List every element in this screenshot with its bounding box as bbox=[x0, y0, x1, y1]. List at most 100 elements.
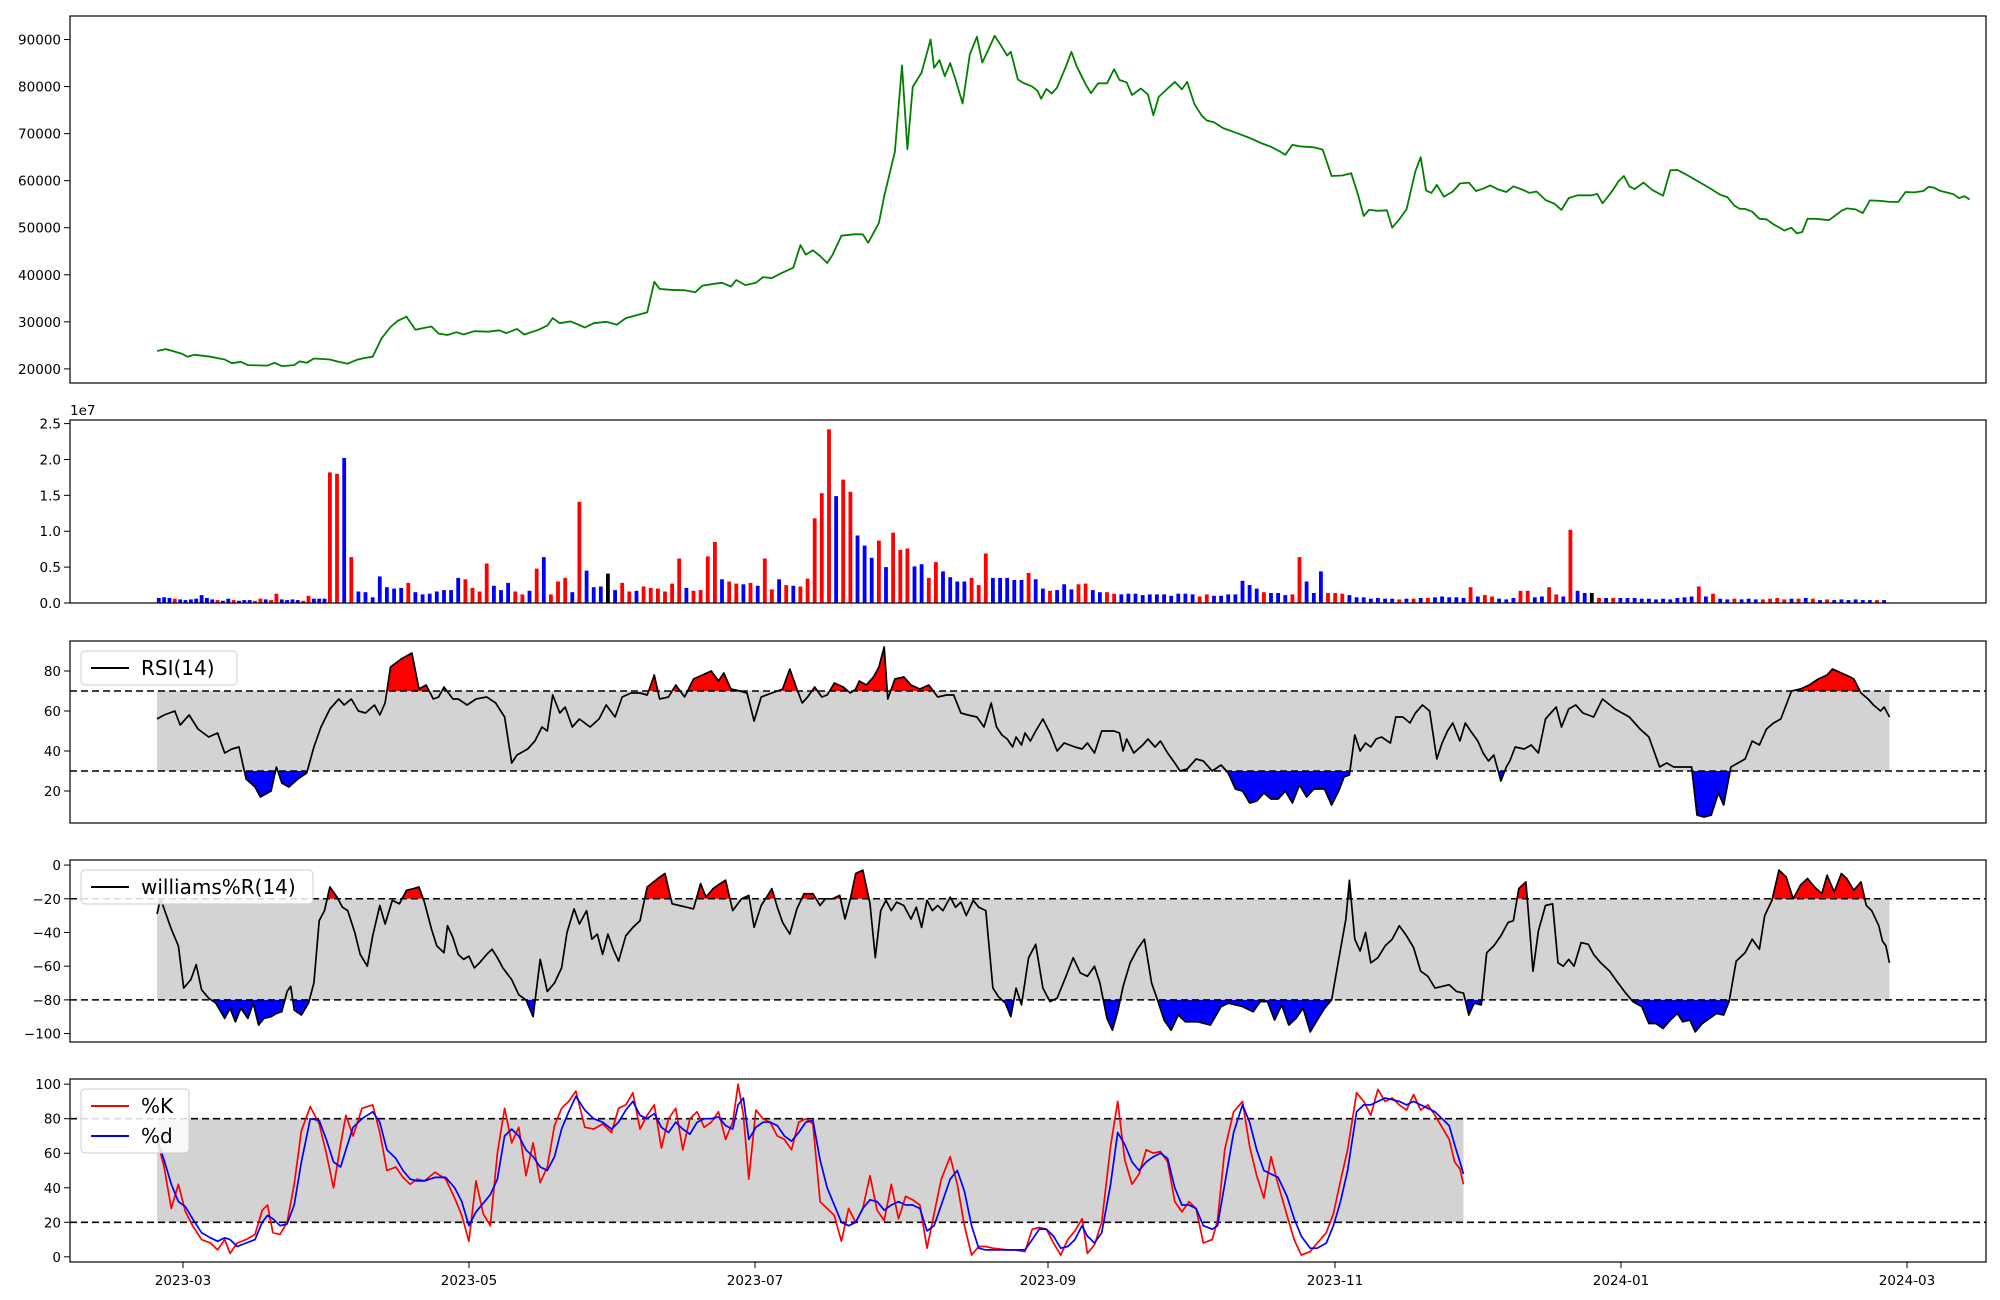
volume-bar-30 bbox=[317, 598, 322, 603]
volume-bar-229 bbox=[1732, 598, 1737, 603]
volume-bar-96 bbox=[784, 585, 789, 603]
volume-bar-199 bbox=[1518, 590, 1523, 603]
volume-bar-135 bbox=[1062, 584, 1067, 603]
volume-bar-111 bbox=[891, 532, 895, 603]
volume-bar-34 bbox=[342, 458, 347, 603]
volume-bar-214 bbox=[1625, 598, 1630, 603]
volume-bar-223 bbox=[1689, 596, 1694, 603]
volume-bar-181 bbox=[1390, 598, 1395, 603]
volume-bar-137 bbox=[1076, 584, 1081, 603]
volume-bar-90 bbox=[741, 584, 746, 603]
volume-bar-131 bbox=[1033, 579, 1038, 603]
volume-bar-4 bbox=[178, 599, 183, 603]
volume-bar-220 bbox=[1668, 599, 1673, 603]
volume-bar-215 bbox=[1632, 598, 1637, 603]
williams-overbought-fill-6 bbox=[801, 893, 816, 899]
volume-bar-64 bbox=[556, 581, 560, 603]
rsi-overbought-fill-7 bbox=[829, 683, 848, 691]
volume-bar-63 bbox=[549, 594, 553, 603]
volume-bar-93 bbox=[762, 558, 767, 603]
volume-bar-123 bbox=[976, 585, 981, 603]
rsi-oversold-fill-0 bbox=[244, 771, 276, 797]
price-ytick-label-1: 30000 bbox=[18, 315, 61, 331]
volume-bar-221 bbox=[1675, 598, 1680, 603]
williams-oversold-fill-6 bbox=[1103, 999, 1121, 1031]
volume-bar-178 bbox=[1368, 598, 1373, 603]
volume-bar-224 bbox=[1696, 586, 1701, 603]
volume-bar-35 bbox=[349, 557, 354, 603]
volume-bar-167 bbox=[1290, 594, 1295, 603]
williams-legend-label-0: williams%R(14) bbox=[141, 875, 296, 899]
volume-bar-52 bbox=[470, 587, 475, 603]
volume-bar-200 bbox=[1525, 590, 1530, 603]
volume-bar-174 bbox=[1340, 593, 1345, 603]
volume-bar-7 bbox=[194, 598, 199, 603]
volume-bar-10 bbox=[210, 599, 215, 603]
volume-bar-126 bbox=[998, 577, 1002, 603]
volume-bar-175 bbox=[1347, 595, 1352, 603]
volume-bar-159 bbox=[1233, 594, 1238, 603]
stochastic-legend-label-1: %d bbox=[141, 1124, 173, 1148]
volume-bar-60 bbox=[527, 590, 532, 603]
volume-bar-164 bbox=[1269, 593, 1273, 603]
volume-bar-48 bbox=[442, 590, 446, 603]
volume-bar-0 bbox=[156, 598, 161, 603]
volume-bar-73 bbox=[620, 582, 625, 603]
volume-bar-154 bbox=[1197, 596, 1202, 603]
volume-bar-37 bbox=[363, 592, 368, 603]
volume-bar-228 bbox=[1725, 599, 1730, 603]
williams-series-line-0 bbox=[156, 869, 1891, 1033]
rsi-legend-box bbox=[80, 650, 238, 686]
volume-bar-69 bbox=[591, 587, 596, 603]
volume-bar-127 bbox=[1005, 577, 1010, 603]
volume-bar-238 bbox=[1796, 598, 1801, 603]
x-tick-label-1: 2023-05 bbox=[441, 1273, 497, 1289]
volume-bar-157 bbox=[1219, 595, 1223, 603]
volume-bar-218 bbox=[1654, 599, 1658, 603]
volume-bar-43 bbox=[406, 582, 411, 603]
volume-bar-12 bbox=[221, 600, 225, 603]
volume-bar-231 bbox=[1746, 598, 1751, 603]
volume-bar-21 bbox=[269, 600, 273, 603]
volume-bar-239 bbox=[1803, 598, 1808, 603]
volume-bar-172 bbox=[1326, 593, 1330, 603]
volume-bar-72 bbox=[613, 590, 617, 603]
rsi-oversold-fill-2 bbox=[1226, 771, 1350, 805]
volume-bar-227 bbox=[1718, 598, 1723, 603]
x-tick-label-0: 2023-03 bbox=[155, 1273, 211, 1289]
volume-bar-112 bbox=[898, 549, 903, 603]
volume-bar-23 bbox=[279, 599, 284, 603]
volume-bar-196 bbox=[1497, 598, 1501, 603]
volume-bar-192 bbox=[1468, 587, 1473, 603]
rsi-panel: 20 40 60 80 RSI(14) bbox=[44, 640, 1987, 824]
volume-bar-145 bbox=[1133, 593, 1138, 603]
x-tick-label-4: 2023-11 bbox=[1307, 1273, 1363, 1289]
volume-bar-122 bbox=[969, 577, 974, 603]
volume-bar-45 bbox=[420, 594, 425, 603]
volume-bar-138 bbox=[1083, 583, 1088, 603]
volume-bar-160 bbox=[1240, 580, 1245, 603]
volume-bar-62 bbox=[541, 557, 546, 603]
volume-bar-166 bbox=[1283, 595, 1288, 603]
price-ytick-label-3: 50000 bbox=[18, 221, 61, 237]
volume-bar-213 bbox=[1618, 598, 1623, 603]
volume-bar-184 bbox=[1411, 598, 1416, 603]
williams-ytick-label-0: −100 bbox=[24, 1027, 61, 1043]
volume-bar-81 bbox=[677, 558, 682, 603]
volume-bar-222 bbox=[1682, 597, 1687, 603]
volume-bar-132 bbox=[1041, 588, 1045, 603]
volume-bar-155 bbox=[1204, 594, 1209, 603]
volume-bar-176 bbox=[1354, 597, 1359, 603]
volume-bar-24 bbox=[285, 600, 289, 603]
volume-bar-89 bbox=[734, 583, 739, 603]
volume-bar-241 bbox=[1818, 600, 1822, 603]
volume-bar-170 bbox=[1311, 593, 1316, 603]
volume-bar-68 bbox=[584, 570, 589, 603]
volume-bar-203 bbox=[1547, 587, 1551, 603]
volume-bar-212 bbox=[1611, 598, 1616, 603]
volume-bar-246 bbox=[1853, 599, 1858, 603]
volume-bar-105 bbox=[848, 491, 853, 603]
volume-bar-82 bbox=[684, 587, 689, 603]
volume-bar-188 bbox=[1440, 596, 1444, 603]
rsi-ytick-label-2: 60 bbox=[44, 704, 61, 720]
